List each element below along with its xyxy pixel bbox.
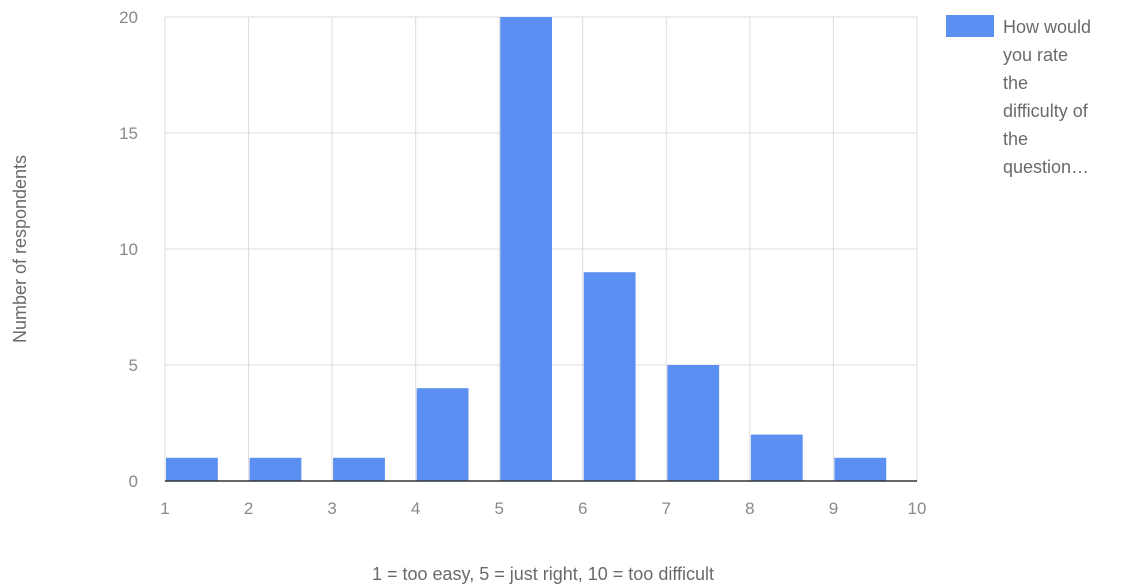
legend-label-line: difficulty of bbox=[1003, 101, 1089, 121]
y-axis-ticks: 0 5 10 15 20 bbox=[119, 8, 138, 491]
bar bbox=[416, 388, 469, 481]
bar bbox=[333, 457, 385, 481]
legend-label-line: the bbox=[1003, 73, 1028, 93]
x-tick-label: 2 bbox=[244, 499, 253, 518]
y-tick-label: 15 bbox=[119, 124, 138, 143]
legend-label-line: question… bbox=[1003, 157, 1089, 177]
y-tick-label: 0 bbox=[129, 472, 138, 491]
y-tick-label: 5 bbox=[129, 356, 138, 375]
legend-label: How would you rate the difficulty of the ques… bbox=[1003, 17, 1091, 177]
x-axis-title: 1 = too easy, 5 = just right, 10 = too d… bbox=[372, 564, 714, 584]
y-tick-label: 10 bbox=[119, 240, 138, 259]
x-tick-label: 7 bbox=[662, 499, 671, 518]
y-tick-label: 20 bbox=[119, 8, 138, 27]
x-tick-label: 6 bbox=[578, 499, 587, 518]
x-axis-ticks: 1 2 3 4 5 6 7 8 9 10 bbox=[160, 499, 926, 518]
legend-label-line: the bbox=[1003, 129, 1028, 149]
legend-label-line: you rate bbox=[1003, 45, 1068, 65]
x-tick-label: 8 bbox=[745, 499, 754, 518]
bar bbox=[166, 457, 218, 481]
legend: How would you rate the difficulty of the ques… bbox=[946, 15, 1091, 177]
x-tick-label: 3 bbox=[327, 499, 336, 518]
x-tick-label: 4 bbox=[411, 499, 420, 518]
x-tick-label: 5 bbox=[494, 499, 503, 518]
bar bbox=[249, 457, 302, 481]
x-tick-label: 9 bbox=[829, 499, 838, 518]
bars bbox=[166, 17, 887, 481]
bar bbox=[667, 365, 720, 481]
bar bbox=[583, 272, 636, 481]
x-tick-label: 10 bbox=[908, 499, 927, 518]
y-axis-title: Number of respondents bbox=[10, 155, 30, 343]
x-tick-label: 1 bbox=[160, 499, 169, 518]
bar bbox=[834, 457, 887, 481]
bar bbox=[750, 434, 803, 481]
legend-swatch bbox=[946, 15, 994, 37]
bar bbox=[500, 17, 553, 481]
legend-label-line: How would bbox=[1003, 17, 1091, 37]
